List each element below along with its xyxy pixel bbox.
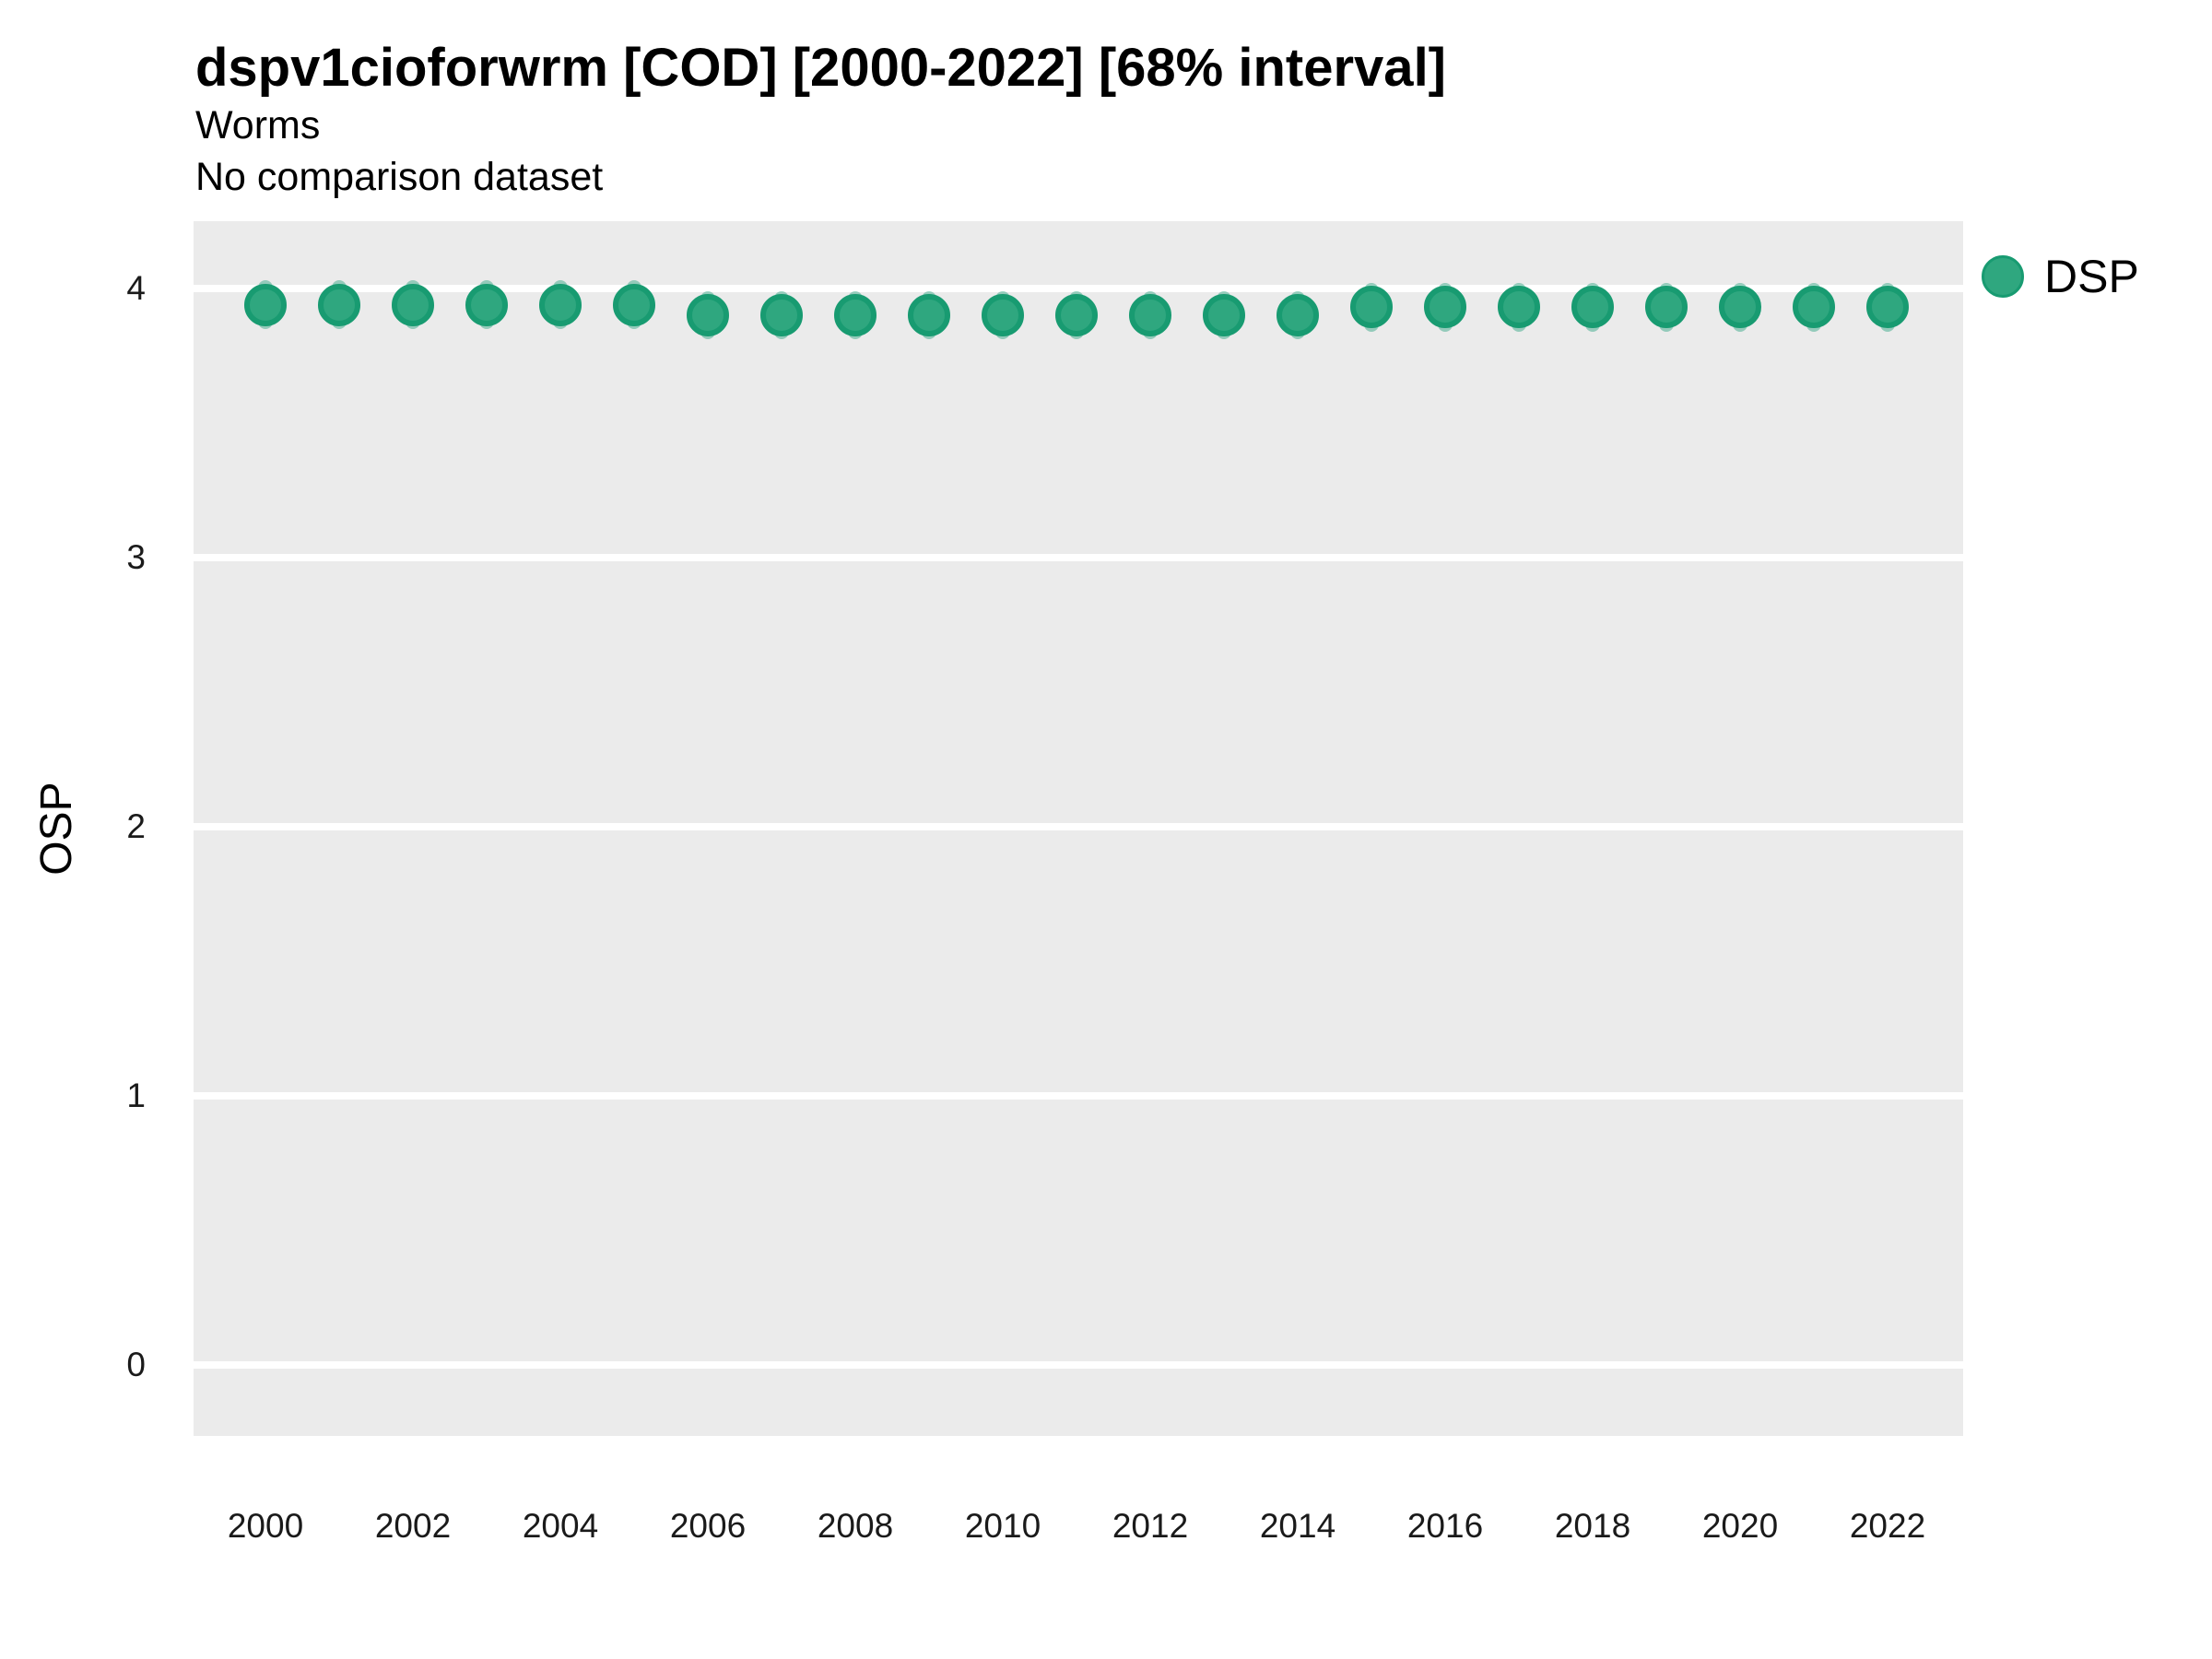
data-point	[1277, 294, 1319, 337]
x-tick-label: 2020	[1701, 1507, 1779, 1545]
x-tick-label: 2022	[1849, 1507, 1926, 1545]
data-point	[1203, 294, 1245, 337]
data-point	[318, 283, 360, 326]
data-point	[465, 283, 508, 326]
x-tick-label: 2018	[1554, 1507, 1631, 1545]
y-tick-label: 2	[126, 807, 146, 845]
legend: DSP	[1982, 247, 2139, 306]
y-gridline	[194, 285, 1963, 292]
data-point	[1645, 286, 1688, 329]
x-tick-label: 2012	[1112, 1507, 1189, 1545]
data-point	[1571, 286, 1614, 329]
y-gridline	[194, 1092, 1963, 1100]
x-tick-label: 2000	[227, 1507, 304, 1545]
data-point	[1129, 294, 1171, 337]
y-gridline	[194, 554, 1963, 561]
data-point	[1793, 286, 1835, 329]
y-tick-label: 4	[126, 269, 146, 307]
data-point	[908, 294, 950, 337]
chart-subtitle: Worms	[195, 103, 321, 147]
x-tick-label: 2010	[964, 1507, 1041, 1545]
chart-title: dspv1cioforwrm [COD] [2000-2022] [68% in…	[195, 38, 1446, 98]
y-tick-label: 3	[126, 538, 146, 576]
y-tick-label: 1	[126, 1077, 146, 1114]
data-point	[539, 283, 582, 326]
y-gridline	[194, 823, 1963, 830]
data-point	[1719, 286, 1761, 329]
data-point	[613, 283, 655, 326]
x-tick-label: 2014	[1259, 1507, 1336, 1545]
x-tick-label: 2016	[1406, 1507, 1484, 1545]
legend-swatch-dsp	[1982, 255, 2024, 298]
data-point	[687, 294, 729, 337]
data-point	[1424, 286, 1466, 329]
data-point	[834, 294, 877, 337]
data-point	[244, 283, 287, 326]
data-point	[1350, 286, 1393, 329]
x-tick-label: 2002	[374, 1507, 452, 1545]
legend-label-dsp: DSP	[2044, 251, 2139, 302]
x-tick-label: 2008	[817, 1507, 894, 1545]
data-point	[392, 283, 434, 326]
y-gridline	[194, 1361, 1963, 1369]
data-point	[1055, 294, 1098, 337]
x-tick-label: 2006	[669, 1507, 747, 1545]
x-tick-label: 2004	[522, 1507, 599, 1545]
data-point	[760, 294, 803, 337]
comparison-note: No comparison dataset	[195, 155, 604, 199]
y-tick-label: 0	[126, 1346, 146, 1383]
data-point	[1866, 286, 1909, 329]
data-point	[982, 294, 1024, 337]
plot-panel	[194, 221, 1963, 1436]
data-point	[1498, 286, 1540, 329]
